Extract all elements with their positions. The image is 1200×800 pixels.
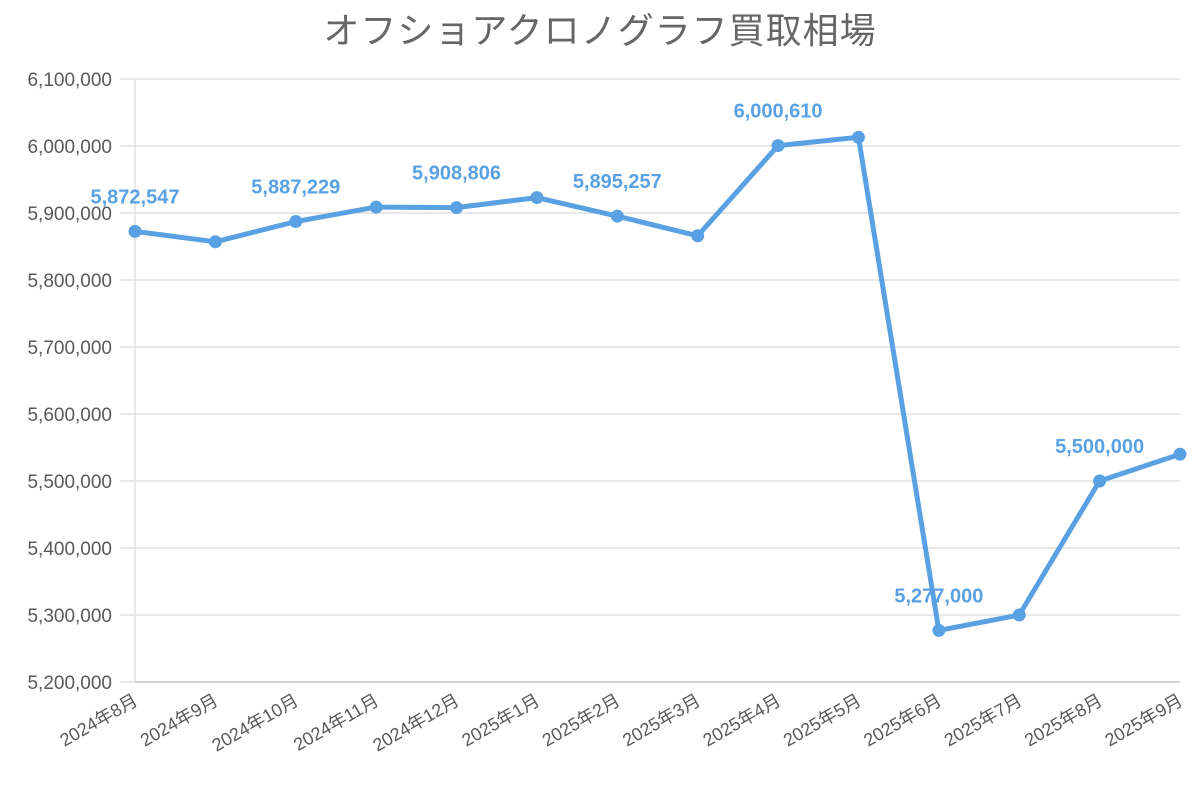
x-tick-label: 2025年4月 [700,690,785,750]
y-tick-label: 6,000,000 [27,137,112,158]
y-tick-label: 6,100,000 [27,70,112,91]
x-tick-label: 2024年9月 [137,690,222,750]
x-tick-label: 2025年8月 [1021,690,1106,750]
x-tick-label: 2025年5月 [780,690,865,750]
y-tick-label: 5,800,000 [27,271,112,292]
x-axis: 2024年8月2024年9月2024年10月2024年11月2024年12月20… [56,690,1186,755]
y-tick-label: 5,200,000 [27,673,112,694]
x-tick-label: 2025年9月 [1101,690,1186,750]
y-tick-label: 5,900,000 [27,204,112,225]
data-label: 5,500,000 [1055,436,1144,458]
data-point[interactable] [1012,608,1026,622]
x-tick-label: 2025年2月 [539,690,624,750]
y-tick-label: 5,500,000 [27,472,112,493]
data-label: 5,908,806 [412,163,501,185]
data-point[interactable] [369,200,383,214]
data-point[interactable] [932,623,946,637]
y-tick-label: 5,700,000 [27,338,112,359]
data-point[interactable] [208,235,222,249]
data-label: 6,000,610 [734,101,823,123]
series-line [132,134,1183,633]
x-tick-label: 2024年10月 [209,690,302,755]
data-point[interactable] [1093,474,1107,488]
data-point[interactable] [1173,447,1187,461]
y-tick-label: 5,600,000 [27,405,112,426]
data-point[interactable] [128,224,142,238]
data-point[interactable] [610,209,624,223]
data-point[interactable] [530,191,544,205]
x-tick-label: 2025年6月 [860,690,945,750]
x-tick-label: 2024年12月 [369,690,462,755]
x-tick-label: 2025年3月 [619,690,704,750]
data-point[interactable] [691,229,705,243]
data-point[interactable] [771,139,785,153]
data-label: 5,895,257 [573,171,662,193]
y-tick-label: 5,400,000 [27,539,112,560]
data-series [128,130,1187,637]
data-label: 5,872,547 [91,186,180,208]
data-point[interactable] [450,201,464,215]
x-tick-label: 2025年7月 [941,690,1026,750]
y-axis: 5,200,000 5,300,000 5,400,000 5,500,000 5,60… [27,70,112,694]
x-tick-label: 2024年11月 [290,690,382,755]
x-tick-label: 2024年8月 [56,690,141,750]
data-point[interactable] [851,130,865,144]
data-labels: 5,872,547 5,887,229 5,908,806 5,895,257 6,00… [91,101,1145,608]
y-tick-label: 5,300,000 [27,606,112,627]
chart-title: オフショアクロノグラフ買取相場 [323,10,877,51]
data-label: 5,277,000 [894,585,983,607]
data-point[interactable] [289,215,303,229]
gridlines [120,78,1180,683]
x-tick-label: 2025年1月 [458,690,543,750]
data-label: 5,887,229 [251,177,340,199]
